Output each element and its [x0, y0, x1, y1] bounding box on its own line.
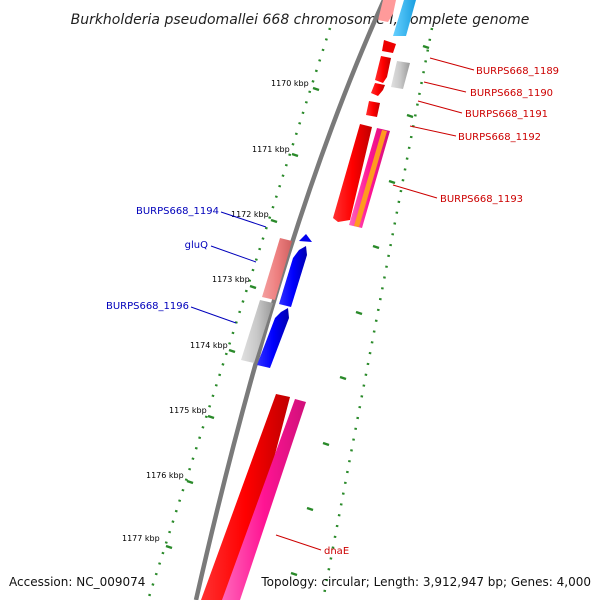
- outer-tick: [422, 44, 430, 50]
- gene-feature-burps668-1190[interactable]: [391, 61, 410, 89]
- scale-label: 1175 kbp: [169, 406, 207, 415]
- outer-scale-track: [321, 27, 434, 600]
- scale-label: 1170 kbp: [271, 79, 309, 88]
- label-burps668-1192[interactable]: BURPS668_1192: [458, 132, 541, 143]
- inner-tick: [249, 284, 257, 290]
- summary-text: Topology: circular; Length: 3,912,947 bp…: [260, 575, 591, 589]
- inner-tick: [228, 348, 236, 354]
- scale-label: 1176 kbp: [146, 471, 184, 480]
- gene-feature[interactable]: [378, 0, 396, 22]
- accession-text: Accession: NC_009074: [9, 575, 145, 589]
- inner-tick: [270, 218, 278, 224]
- inner-tick: [165, 544, 173, 550]
- label-burps668-1189[interactable]: BURPS668_1189: [476, 66, 559, 77]
- map-title: Burkholderia pseudomallei 668 chromosome…: [71, 12, 530, 28]
- inner-tick: [312, 86, 320, 92]
- leader-line: [429, 57, 475, 71]
- outer-tick: [406, 113, 414, 119]
- forward-strand-features: [201, 0, 416, 600]
- gene-feature[interactable]: [393, 0, 416, 36]
- leader-line: [190, 306, 237, 324]
- scale-label: 1177 kbp: [122, 534, 160, 543]
- label-gluq[interactable]: gluQ: [185, 240, 208, 251]
- gene-feature[interactable]: [382, 40, 396, 53]
- gene-feature-burps668-1194[interactable]: [262, 238, 292, 300]
- outer-tick: [306, 506, 314, 512]
- scale-label: 1171 kbp: [252, 145, 290, 154]
- outer-tick: [372, 244, 380, 250]
- inner-scale-track: [146, 27, 332, 600]
- gene-feature[interactable]: [366, 101, 380, 117]
- outer-tick: [322, 441, 330, 447]
- scale-label: 1174 kbp: [190, 341, 228, 350]
- forward-gene-labels: BURPS668_1189 BURPS668_1190 BURPS668_119…: [275, 57, 559, 557]
- gene-feature-stripe: [354, 130, 387, 227]
- leader-line: [220, 211, 267, 228]
- label-burps668-1196[interactable]: BURPS668_1196: [106, 301, 189, 312]
- reverse-strand-features: [241, 234, 312, 368]
- scale-label: 1173 kbp: [212, 275, 250, 284]
- reverse-gene-labels: BURPS668_1194 gluQ BURPS668_1196: [106, 206, 267, 324]
- leader-line: [275, 534, 322, 551]
- inner-tick: [207, 414, 215, 420]
- inner-scale-ticks: [165, 86, 320, 550]
- label-dnae[interactable]: dnaE: [324, 546, 349, 557]
- outer-tick: [290, 571, 298, 577]
- gene-feature-burps668-1191[interactable]: [371, 83, 385, 96]
- outer-tick: [388, 179, 396, 185]
- outer-scale-ticks: [290, 44, 430, 577]
- gene-feature-blue-lower[interactable]: [257, 308, 289, 368]
- leader-line: [417, 100, 463, 114]
- label-burps668-1194[interactable]: BURPS668_1194: [136, 206, 219, 217]
- label-burps668-1190[interactable]: BURPS668_1190: [470, 88, 553, 99]
- leader-line: [423, 81, 467, 93]
- gene-feature[interactable]: [299, 234, 312, 242]
- gene-feature-dnae[interactable]: [222, 399, 306, 600]
- inner-tick: [291, 152, 299, 158]
- label-burps668-1193[interactable]: BURPS668_1193: [440, 194, 523, 205]
- label-burps668-1191[interactable]: BURPS668_1191: [465, 109, 548, 120]
- leader-line: [409, 125, 457, 137]
- outer-tick: [355, 310, 363, 316]
- leader-line: [392, 184, 438, 199]
- scale-labels: 1170 kbp 1171 kbp 1172 kbp 1173 kbp 1174…: [122, 79, 309, 543]
- gene-feature-burps668-1196[interactable]: [241, 300, 273, 363]
- gene-feature-gluq[interactable]: [279, 246, 307, 307]
- scale-label: 1172 kbp: [231, 210, 269, 219]
- leader-line: [210, 245, 257, 263]
- inner-tick: [186, 479, 194, 485]
- gene-feature-burps668-1193[interactable]: [333, 124, 372, 222]
- outer-tick: [339, 375, 347, 381]
- gene-feature-burps668-1189[interactable]: [375, 56, 391, 83]
- gene-feature-red-long[interactable]: [201, 394, 290, 600]
